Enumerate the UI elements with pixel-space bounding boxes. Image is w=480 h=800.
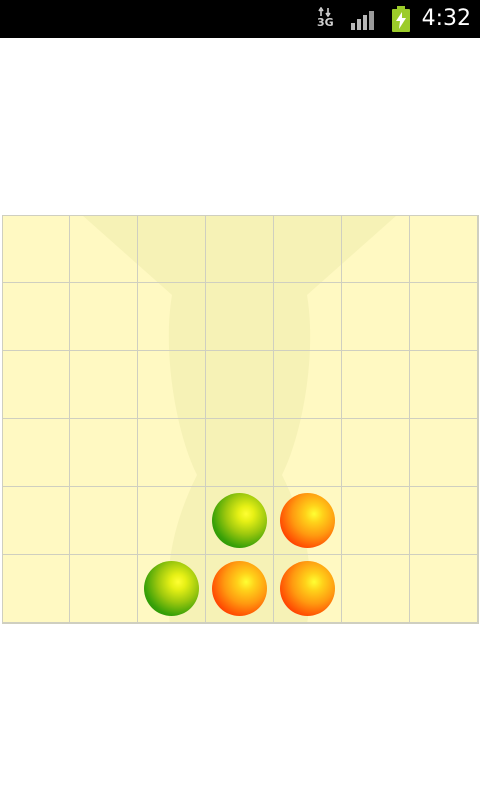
board-cell[interactable] [2,419,70,487]
network-3g-icon: 3G [316,7,336,31]
board-cell[interactable] [206,555,274,623]
board-cell[interactable] [410,555,478,623]
board-cell[interactable] [2,351,70,419]
board-cell[interactable] [410,419,478,487]
board-cell[interactable] [70,351,138,419]
data-arrows-icon [318,7,331,17]
board-cell[interactable] [342,351,410,419]
green-disc [144,561,199,616]
board-cell[interactable] [138,487,206,555]
board-cell[interactable] [274,487,342,555]
board-cell[interactable] [2,283,70,351]
status-bar: 3G 4:32 [0,0,480,38]
board-cell[interactable] [138,215,206,283]
red-disc [212,561,267,616]
clock-time: 4:32 [421,6,471,31]
board-watermark-logo [82,215,397,624]
board-cell[interactable] [70,487,138,555]
signal-strength-icon [351,11,374,30]
board-cell[interactable] [70,555,138,623]
board-cell[interactable] [2,215,70,283]
board-cell[interactable] [342,555,410,623]
board-grid[interactable] [2,215,479,624]
board-cell[interactable] [2,555,70,623]
board-cell[interactable] [410,351,478,419]
board-cell[interactable] [274,351,342,419]
board-cell[interactable] [342,487,410,555]
board-cell[interactable] [206,419,274,487]
network-type-label: 3G [317,16,334,29]
board-cell[interactable] [274,283,342,351]
board-cell[interactable] [342,419,410,487]
board-cell[interactable] [274,555,342,623]
board-cell[interactable] [410,215,478,283]
board-cell[interactable] [206,215,274,283]
board-cell[interactable] [70,215,138,283]
board-cell[interactable] [342,215,410,283]
board-cell[interactable] [138,555,206,623]
board-cell[interactable] [138,283,206,351]
game-board[interactable] [2,215,479,624]
board-cell[interactable] [2,487,70,555]
board-cell[interactable] [206,283,274,351]
battery-charging-icon [392,6,410,32]
board-cell[interactable] [70,419,138,487]
board-cell[interactable] [410,283,478,351]
board-cell[interactable] [274,215,342,283]
red-disc [280,493,335,548]
board-cell[interactable] [70,283,138,351]
red-disc [280,561,335,616]
board-cell[interactable] [206,487,274,555]
board-cell[interactable] [206,351,274,419]
board-cell[interactable] [274,419,342,487]
board-cell[interactable] [410,487,478,555]
board-cell[interactable] [138,351,206,419]
board-cell[interactable] [138,419,206,487]
green-disc [212,493,267,548]
board-cell[interactable] [342,283,410,351]
